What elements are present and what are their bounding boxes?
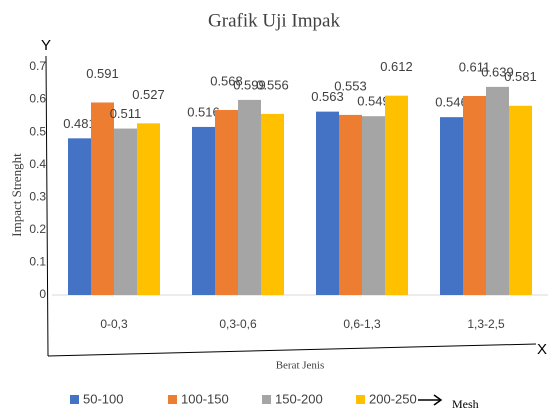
bar bbox=[362, 116, 385, 295]
legend-swatch bbox=[262, 395, 271, 404]
data-label: 0.511 bbox=[110, 106, 142, 121]
bar bbox=[261, 113, 284, 295]
data-label: 0.549 bbox=[357, 94, 390, 109]
x-axis-line bbox=[47, 343, 537, 357]
bar bbox=[486, 86, 509, 296]
legend-note: Mesh bbox=[452, 397, 479, 411]
data-label: 0.481 bbox=[63, 116, 96, 131]
bar bbox=[192, 126, 215, 295]
legend-label: 200-250 bbox=[369, 391, 417, 406]
y-axis-symbol: Y bbox=[41, 37, 51, 54]
bar bbox=[339, 114, 362, 295]
bar bbox=[215, 109, 238, 295]
y-axis-line bbox=[45, 55, 49, 357]
y-tick-label: 0.1 bbox=[29, 255, 46, 269]
x-tick-label: 0-0,3 bbox=[100, 317, 128, 331]
bar bbox=[238, 99, 261, 295]
data-label: 0.556 bbox=[256, 77, 289, 92]
bar bbox=[91, 102, 114, 295]
x-tick-label: 1,3-2,5 bbox=[467, 317, 505, 331]
x-axis-symbol: X bbox=[537, 341, 547, 358]
y-tick-label: 0.7 bbox=[29, 59, 46, 73]
data-label: 0.591 bbox=[86, 66, 119, 81]
y-tick-label: 0.6 bbox=[29, 92, 46, 106]
y-tick-label: 0.4 bbox=[29, 157, 46, 171]
legend-swatch bbox=[168, 395, 177, 404]
x-axis-label: Berat Jenis bbox=[276, 360, 325, 372]
legend-label: 100-150 bbox=[181, 391, 229, 406]
data-label: 0.581 bbox=[504, 69, 537, 84]
x-tick-label: 0,3-0,6 bbox=[219, 317, 257, 331]
data-label: 0.611 bbox=[459, 59, 491, 74]
y-axis-label: Impact Strenght bbox=[9, 153, 24, 237]
data-label: 0.553 bbox=[334, 78, 367, 93]
data-label: 0.599 bbox=[233, 77, 266, 92]
legend-swatch bbox=[70, 395, 79, 404]
data-label: 0.516 bbox=[187, 104, 220, 119]
data-label: 0.546 bbox=[435, 95, 468, 110]
legend-swatch bbox=[356, 395, 365, 404]
y-tick-label: 0.3 bbox=[29, 189, 46, 203]
y-tick-label: 0.2 bbox=[29, 222, 46, 236]
bar bbox=[385, 95, 408, 295]
bar bbox=[68, 138, 91, 295]
bar bbox=[509, 105, 532, 295]
data-label: 0.612 bbox=[380, 59, 413, 74]
legend-label: 150-200 bbox=[275, 391, 323, 406]
data-label: 0.563 bbox=[311, 89, 344, 104]
bar bbox=[137, 123, 160, 295]
data-label: 0.639 bbox=[481, 64, 514, 79]
bar bbox=[114, 128, 137, 295]
bar bbox=[440, 117, 463, 295]
chart-title: Grafik Uji Impak bbox=[208, 10, 340, 31]
data-label: 0.527 bbox=[132, 87, 165, 102]
legend: 50-100 100-150 150-200 200-250 Mesh bbox=[70, 391, 479, 411]
bar bbox=[316, 111, 339, 295]
bar bbox=[463, 95, 486, 295]
y-tick-label: 0 bbox=[39, 287, 46, 301]
legend-arrow-head bbox=[433, 394, 443, 406]
legend-label: 50-100 bbox=[83, 391, 123, 406]
x-tick-label: 0,6-1,3 bbox=[343, 317, 381, 331]
data-label: 0.568 bbox=[210, 73, 243, 88]
y-tick-label: 0.5 bbox=[29, 124, 46, 138]
